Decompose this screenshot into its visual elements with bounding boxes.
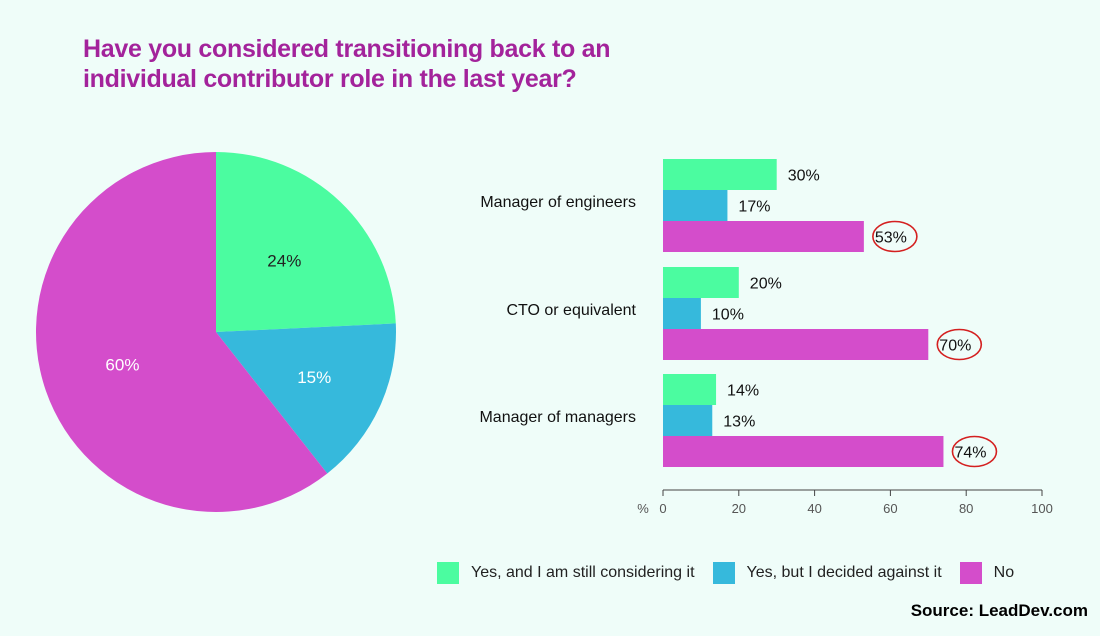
bar-manager-of-managers-decided-against xyxy=(663,405,713,436)
bar-cto-or-equivalent-no xyxy=(663,329,929,360)
x-tick-label: 20 xyxy=(732,501,746,516)
category-label-manager-of-managers: Manager of managers xyxy=(479,409,636,426)
highlight-ring-cto-or-equivalent xyxy=(936,328,983,361)
legend: Yes, and I am still considering it Yes, … xyxy=(437,561,1032,585)
bar-cto-or-equivalent-decided-against xyxy=(663,298,701,329)
pie-slice-considering xyxy=(216,152,396,332)
pie-label-decided-against: 15% xyxy=(297,368,331,387)
bar-label-cto-or-equivalent-no: 70% xyxy=(939,338,971,355)
source-credit: Source: LeadDev.com xyxy=(910,601,1088,620)
pie-label-no: 60% xyxy=(105,355,139,374)
legend-item-considering: Yes, and I am still considering it xyxy=(437,562,695,584)
pie-chart: 24% 15% 60% xyxy=(36,152,396,512)
highlight-ring-manager-of-engineers xyxy=(872,220,918,253)
bar-manager-of-engineers-considering xyxy=(663,159,777,190)
highlight-ring-manager-of-managers xyxy=(951,435,998,468)
bar-manager-of-engineers-decided-against xyxy=(663,190,728,221)
x-tick-label: 60 xyxy=(883,501,897,516)
x-tick-label: 100 xyxy=(1031,501,1053,516)
bar-manager-of-managers-no xyxy=(663,436,944,467)
bar-chart: 30% 17% 53% Manager of engineers 20% 10% 70% CT… xyxy=(479,159,1053,516)
legend-label-considering: Yes, and I am still considering it xyxy=(471,564,695,581)
bar-label-manager-of-managers-no: 74% xyxy=(954,445,986,462)
pie-slice-no xyxy=(36,152,328,512)
bar-label-manager-of-engineers-considering: 30% xyxy=(788,168,820,185)
legend-label-no: No xyxy=(993,564,1015,581)
bar-label-cto-or-equivalent-considering: 20% xyxy=(750,276,782,293)
category-label-manager-of-engineers: Manager of engineers xyxy=(480,194,636,211)
x-tick-label: 80 xyxy=(959,501,973,516)
x-tick-label: 0 xyxy=(659,501,666,516)
pie-slice-decided-against xyxy=(216,323,396,474)
legend-item-no: No xyxy=(959,562,1015,584)
x-axis-label: % xyxy=(637,501,649,516)
bar-label-cto-or-equivalent-decided-against: 10% xyxy=(712,307,744,324)
legend-item-decided-against: Yes, but I decided against it xyxy=(712,562,942,584)
bar-label-manager-of-engineers-decided-against: 17% xyxy=(738,199,770,216)
legend-swatch-no xyxy=(959,562,982,584)
chart-title: Have you considered transitioning back t… xyxy=(83,35,611,93)
legend-swatch-considering xyxy=(437,562,459,584)
x-tick-label: 40 xyxy=(807,501,821,516)
bar-label-manager-of-engineers-no: 53% xyxy=(875,230,907,247)
bar-cto-or-equivalent-considering xyxy=(663,267,739,298)
legend-swatch-decided-against xyxy=(712,562,735,584)
bar-manager-of-managers-considering xyxy=(663,374,717,405)
legend-label-decided-against: Yes, but I decided against it xyxy=(746,564,942,581)
bar-manager-of-engineers-no xyxy=(663,221,864,252)
category-label-cto-or-equivalent: CTO or equivalent xyxy=(506,302,636,319)
bar-label-manager-of-managers-decided-against: 13% xyxy=(723,414,755,431)
pie-label-considering: 24% xyxy=(267,251,301,270)
bar-label-manager-of-managers-considering: 14% xyxy=(727,383,759,400)
